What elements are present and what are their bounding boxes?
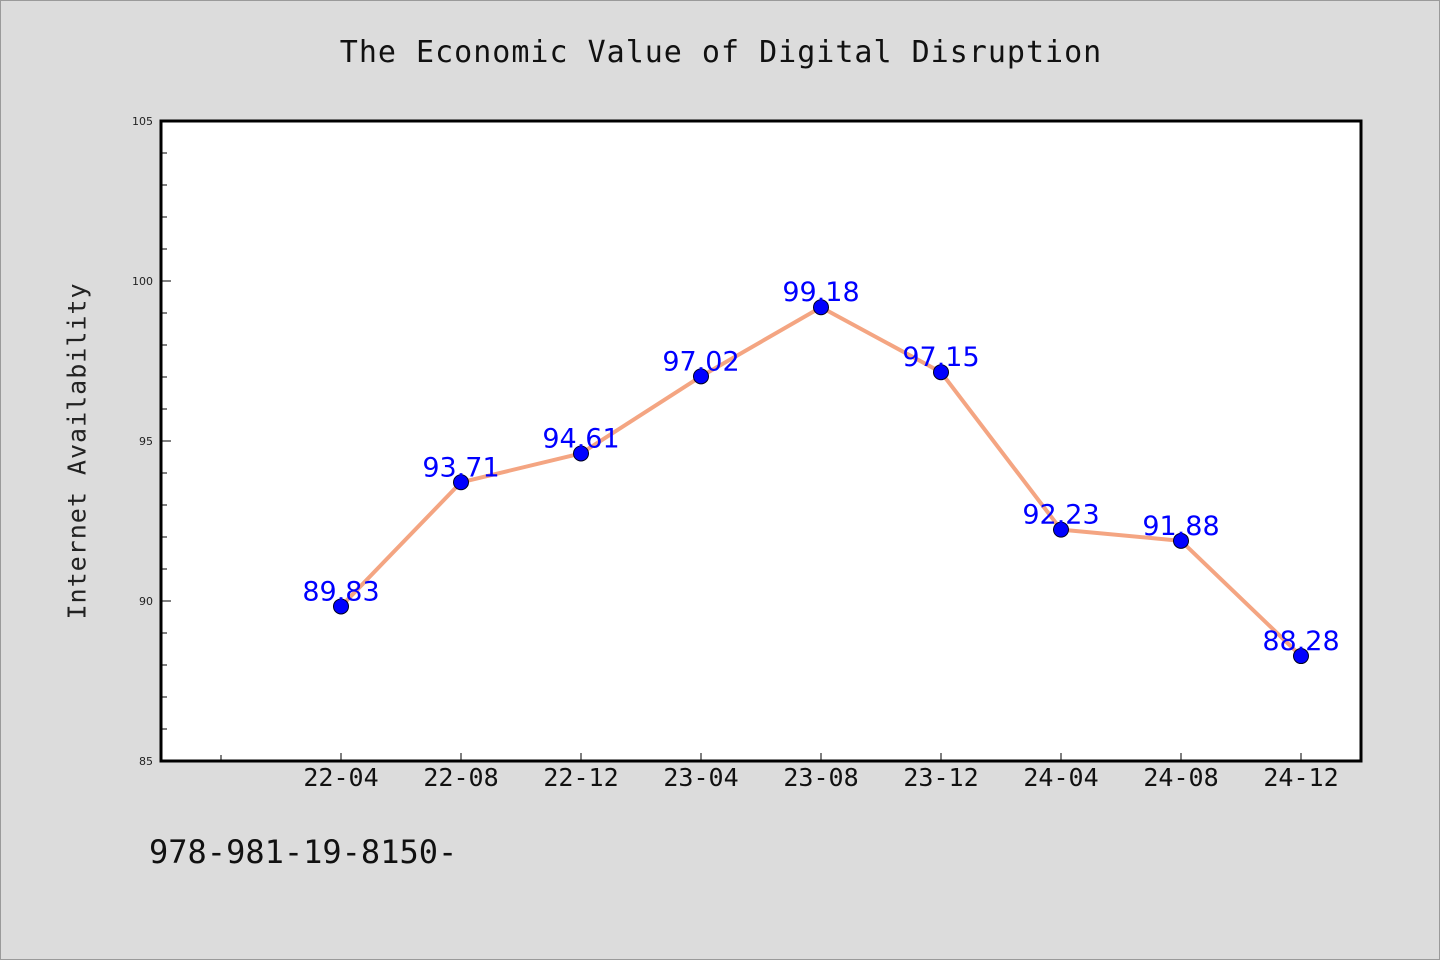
data-label: 97.15 [902, 342, 979, 373]
y-tick-label: 85 [139, 755, 153, 768]
x-tick-label: 23-08 [783, 763, 858, 792]
x-tick-label: 22-12 [543, 763, 618, 792]
data-point [573, 445, 589, 462]
x-tick-label: 24-08 [1143, 763, 1218, 792]
data-point [933, 364, 949, 381]
data-point [693, 368, 709, 385]
x-tick-label: 23-12 [903, 763, 978, 792]
data-label: 97.02 [662, 346, 739, 377]
y-tick-label: 95 [139, 435, 153, 448]
y-tick-label: 90 [139, 595, 153, 608]
data-label: 89.83 [302, 576, 379, 607]
data-label: 94.61 [542, 423, 619, 454]
data-point [1173, 532, 1189, 549]
data-label: 99.18 [782, 277, 859, 308]
x-tick-label: 24-04 [1023, 763, 1098, 792]
data-label: 88.28 [1262, 626, 1339, 657]
data-labels: 89.83 93.71 94.61 97.02 99.18 97.15 92.23 91.88… [302, 277, 1339, 657]
series-markers [333, 299, 1309, 665]
x-tick-label: 22-04 [303, 763, 378, 792]
data-point [1293, 648, 1309, 665]
y-tick-label: 100 [132, 275, 153, 288]
data-label: 91.88 [1142, 511, 1219, 542]
data-label: 93.71 [422, 452, 499, 483]
chart-title: The Economic Value of Digital Disruption [339, 35, 1103, 70]
x-tick-label: 23-04 [663, 763, 738, 792]
x-tick-label: 22-08 [423, 763, 498, 792]
data-point [1053, 521, 1069, 538]
footnote-text: 978-981-19-8150- [149, 833, 458, 871]
data-point [813, 299, 829, 316]
plot-area [159, 119, 1363, 763]
x-tick-label: 24-12 [1263, 763, 1338, 792]
data-point [453, 474, 469, 491]
data-point [333, 598, 349, 615]
x-axis: 22-04 22-08 22-12 23-04 23-08 23-12 24-04 24-08… [220, 753, 1339, 792]
y-tick-label: 105 [132, 115, 153, 128]
data-label: 92.23 [1022, 500, 1099, 531]
y-axis: 85 90 95 100 105 [132, 115, 171, 768]
